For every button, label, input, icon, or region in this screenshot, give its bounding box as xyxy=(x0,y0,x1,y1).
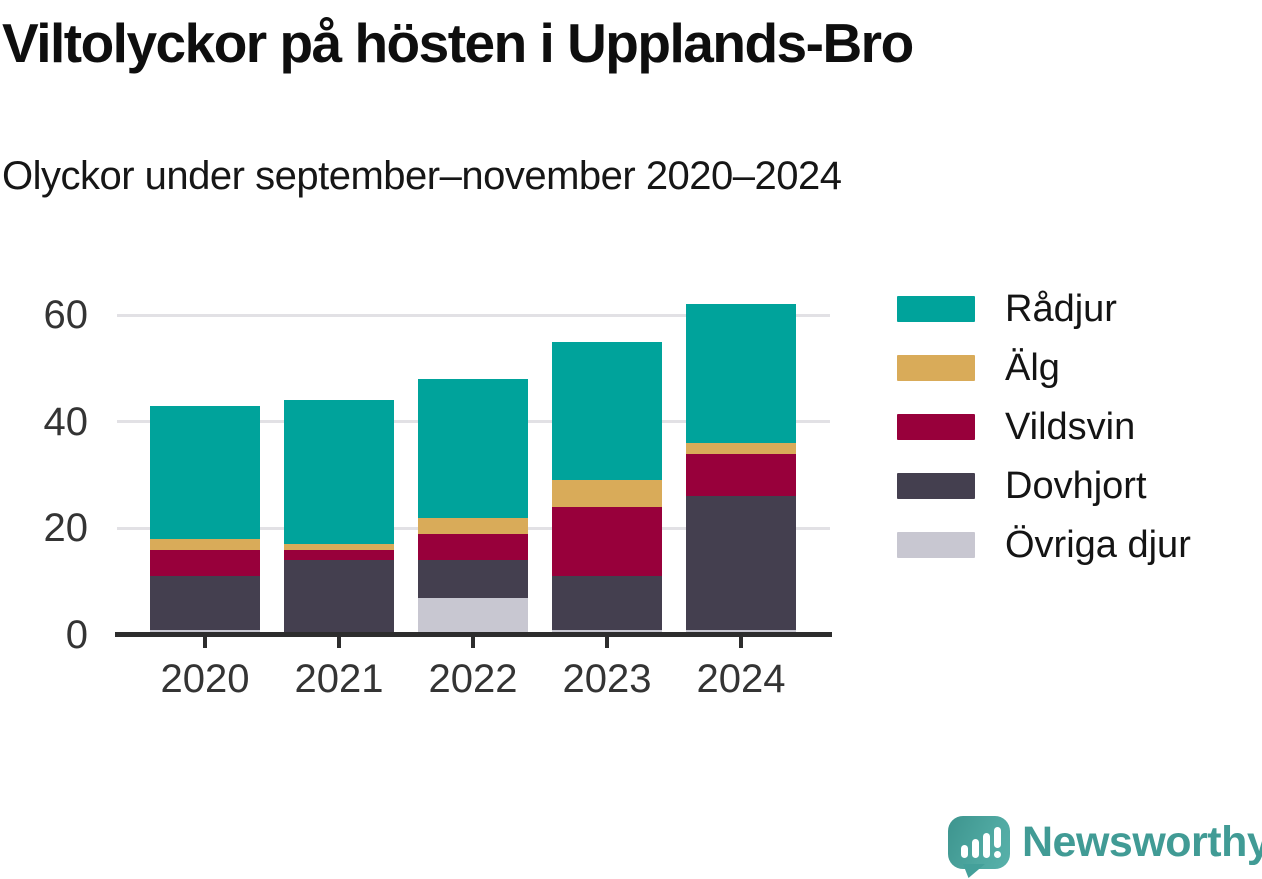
x-axis-tick xyxy=(605,635,609,648)
bar-segment--lg-2022 xyxy=(418,517,528,534)
bar-segment--vriga-djur-2022 xyxy=(418,597,528,635)
bar-segment-dovhjort-2023 xyxy=(552,576,662,630)
exclamation-icon xyxy=(994,827,1001,858)
legend-swatch xyxy=(897,296,975,322)
x-axis-tick-label: 2024 xyxy=(696,657,786,701)
bar-segment-vildsvin-2021 xyxy=(284,549,394,561)
bar-segment-dovhjort-2024 xyxy=(686,496,796,630)
logo-bar-1 xyxy=(961,845,968,858)
bar-segment-r-djur-2023 xyxy=(552,341,662,481)
bar-segment-r-djur-2024 xyxy=(686,304,796,443)
logo-bar-3 xyxy=(983,833,990,858)
bar-segment-vildsvin-2022 xyxy=(418,533,528,561)
legend-item: Rådjur xyxy=(897,288,1191,330)
chart-legend: Rådjur Älg Vildsvin Dovhjort Övriga djur xyxy=(897,288,1191,591)
bar-segment-vildsvin-2024 xyxy=(686,453,796,497)
legend-label: Rådjur xyxy=(1005,287,1117,330)
x-axis-tick-label: 2022 xyxy=(428,657,518,701)
logo-bar-2 xyxy=(972,839,979,858)
legend-item: Övriga djur xyxy=(897,524,1191,566)
bar-segment-vildsvin-2020 xyxy=(150,549,260,577)
page-subtitle: Olyckor under september–november 2020–20… xyxy=(2,154,842,198)
bar-segment--lg-2020 xyxy=(150,539,260,550)
x-axis-tick xyxy=(739,635,743,648)
legend-label: Övriga djur xyxy=(1005,523,1191,566)
x-axis-tick-label: 2021 xyxy=(294,657,384,701)
bar-segment-vildsvin-2023 xyxy=(552,507,662,577)
bar-segment-dovhjort-2020 xyxy=(150,576,260,630)
bar-segment-r-djur-2020 xyxy=(150,405,260,539)
legend-item: Dovhjort xyxy=(897,465,1191,507)
legend-item: Älg xyxy=(897,347,1191,389)
newsworthy-logo-text: Newsworthy xyxy=(1022,818,1262,866)
legend-label: Vildsvin xyxy=(1005,405,1136,448)
y-axis-tick-label: 40 xyxy=(43,399,89,444)
x-axis-tick xyxy=(203,635,207,648)
x-axis-line xyxy=(115,632,832,637)
legend-swatch xyxy=(897,473,975,499)
x-axis-tick-label: 2023 xyxy=(562,657,652,701)
page-title: Viltolyckor på hösten i Upplands-Bro xyxy=(2,12,914,74)
y-axis-tick-label: 0 xyxy=(65,613,88,657)
y-axis-tick-label: 60 xyxy=(43,293,89,337)
bar-segment--lg-2023 xyxy=(552,480,662,507)
y-axis-tick-label: 20 xyxy=(43,506,89,551)
legend-label: Dovhjort xyxy=(1005,464,1147,507)
legend-label: Älg xyxy=(1005,346,1060,389)
x-axis-tick xyxy=(337,635,341,648)
newsworthy-logo-icon xyxy=(948,816,1010,878)
legend-item: Vildsvin xyxy=(897,406,1191,448)
legend-swatch xyxy=(897,414,975,440)
bar-segment-r-djur-2022 xyxy=(418,379,528,518)
newsworthy-logo: Newsworthy xyxy=(948,816,1262,878)
legend-swatch xyxy=(897,532,975,558)
legend-swatch xyxy=(897,355,975,381)
bar-segment--lg-2021 xyxy=(284,544,394,550)
x-axis-tick xyxy=(471,635,475,648)
bar-segment-dovhjort-2021 xyxy=(284,560,394,635)
bar-chart-glyph xyxy=(961,827,1001,858)
x-axis-tick-label: 2020 xyxy=(160,657,250,701)
y-gridline xyxy=(117,313,830,317)
bar-segment-dovhjort-2022 xyxy=(418,560,528,598)
bar-segment-r-djur-2021 xyxy=(284,400,394,545)
bar-segment--lg-2024 xyxy=(686,443,796,454)
